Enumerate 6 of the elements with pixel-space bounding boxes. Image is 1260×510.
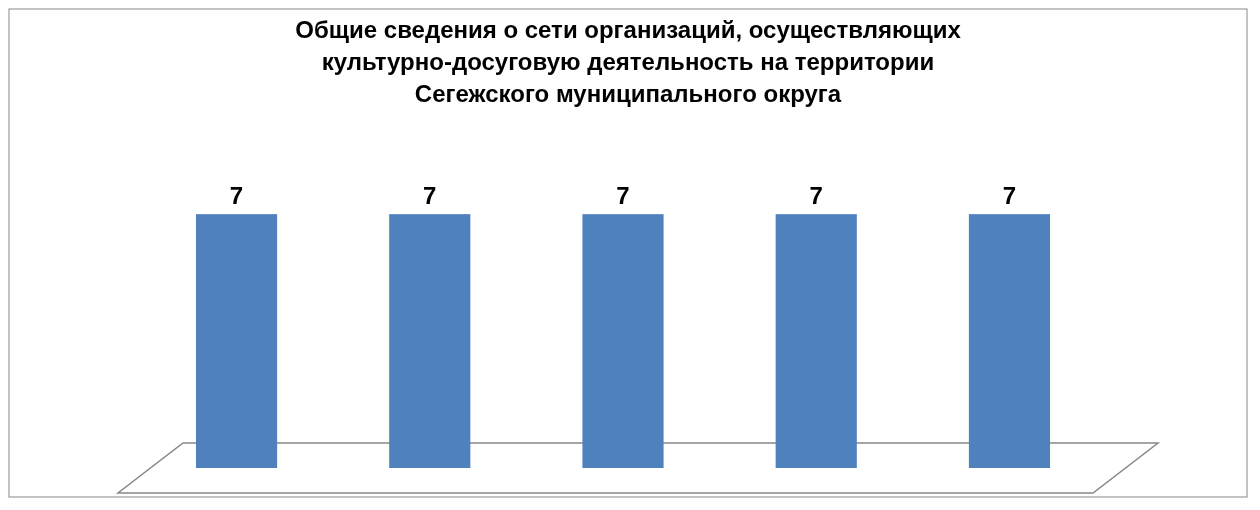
chart-title: Общие сведения о сети организаций, осуществляющих культурно-досуговую деятельность на территории Сегежского муниципального округа xyxy=(295,16,962,107)
data-label: 7 xyxy=(1002,182,1017,210)
data-label: 7 xyxy=(423,182,437,210)
data-label: 7 xyxy=(809,182,823,210)
data-label: 7 xyxy=(616,182,630,210)
data-label: 7 xyxy=(229,182,244,210)
